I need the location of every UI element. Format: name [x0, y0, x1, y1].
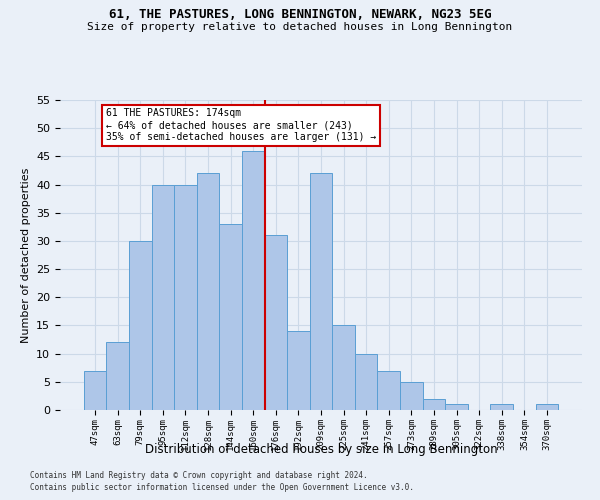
Bar	[332, 326, 355, 410]
Y-axis label: Number of detached properties: Number of detached properties	[20, 168, 31, 342]
Bar	[445, 404, 468, 410]
Bar	[355, 354, 377, 410]
Bar	[265, 236, 287, 410]
Bar	[377, 370, 400, 410]
Bar	[287, 331, 310, 410]
Bar	[536, 404, 558, 410]
Text: Size of property relative to detached houses in Long Bennington: Size of property relative to detached ho…	[88, 22, 512, 32]
Bar	[220, 224, 242, 410]
Bar	[490, 404, 513, 410]
Text: Distribution of detached houses by size in Long Bennington: Distribution of detached houses by size …	[145, 442, 497, 456]
Bar	[129, 241, 152, 410]
Bar	[106, 342, 129, 410]
Bar	[400, 382, 422, 410]
Text: 61, THE PASTURES, LONG BENNINGTON, NEWARK, NG23 5EG: 61, THE PASTURES, LONG BENNINGTON, NEWAR…	[109, 8, 491, 20]
Bar	[242, 150, 265, 410]
Bar	[152, 184, 174, 410]
Text: 61 THE PASTURES: 174sqm
← 64% of detached houses are smaller (243)
35% of semi-d: 61 THE PASTURES: 174sqm ← 64% of detache…	[106, 108, 377, 142]
Text: Contains HM Land Registry data © Crown copyright and database right 2024.: Contains HM Land Registry data © Crown c…	[30, 470, 368, 480]
Text: Contains public sector information licensed under the Open Government Licence v3: Contains public sector information licen…	[30, 483, 414, 492]
Bar	[310, 174, 332, 410]
Bar	[422, 398, 445, 410]
Bar	[174, 184, 197, 410]
Bar	[84, 370, 106, 410]
Bar	[197, 174, 220, 410]
